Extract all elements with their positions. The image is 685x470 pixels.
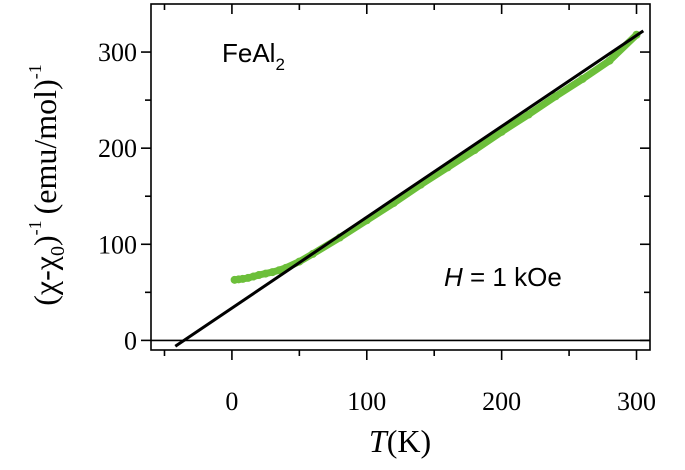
data-series-band	[231, 31, 640, 284]
field-label: H = 1 kOe	[444, 262, 562, 292]
x-tick-label: 300	[617, 387, 656, 416]
y-tick-label: 0	[124, 326, 137, 355]
fit-line	[174, 29, 645, 348]
data-point	[268, 268, 277, 277]
y-tick-label: 200	[98, 134, 137, 163]
x-axis-label: T(K)	[369, 423, 431, 459]
x-tick-label: 200	[482, 387, 521, 416]
y-axis-label: (χ-χ0)-1(emu/mol)-1	[25, 64, 69, 305]
plot-frame	[150, 3, 651, 351]
data-point	[470, 146, 479, 155]
data-point	[261, 269, 270, 278]
y-tick-label: 100	[98, 230, 137, 259]
x-tick-label: 0	[225, 387, 238, 416]
data-point	[497, 127, 506, 136]
y-tick-label: 300	[98, 38, 137, 67]
compound-label: FeAl2	[222, 38, 285, 74]
series-layer	[174, 29, 645, 348]
x-tick-label: 100	[347, 387, 386, 416]
data-point	[605, 56, 614, 65]
data-point	[254, 271, 263, 280]
data-point	[275, 266, 284, 275]
ticks-layer: 0 100 200 300 0 100 200 300	[98, 4, 656, 416]
data-point	[578, 74, 587, 83]
data-point	[524, 110, 533, 119]
data-point	[551, 92, 560, 101]
